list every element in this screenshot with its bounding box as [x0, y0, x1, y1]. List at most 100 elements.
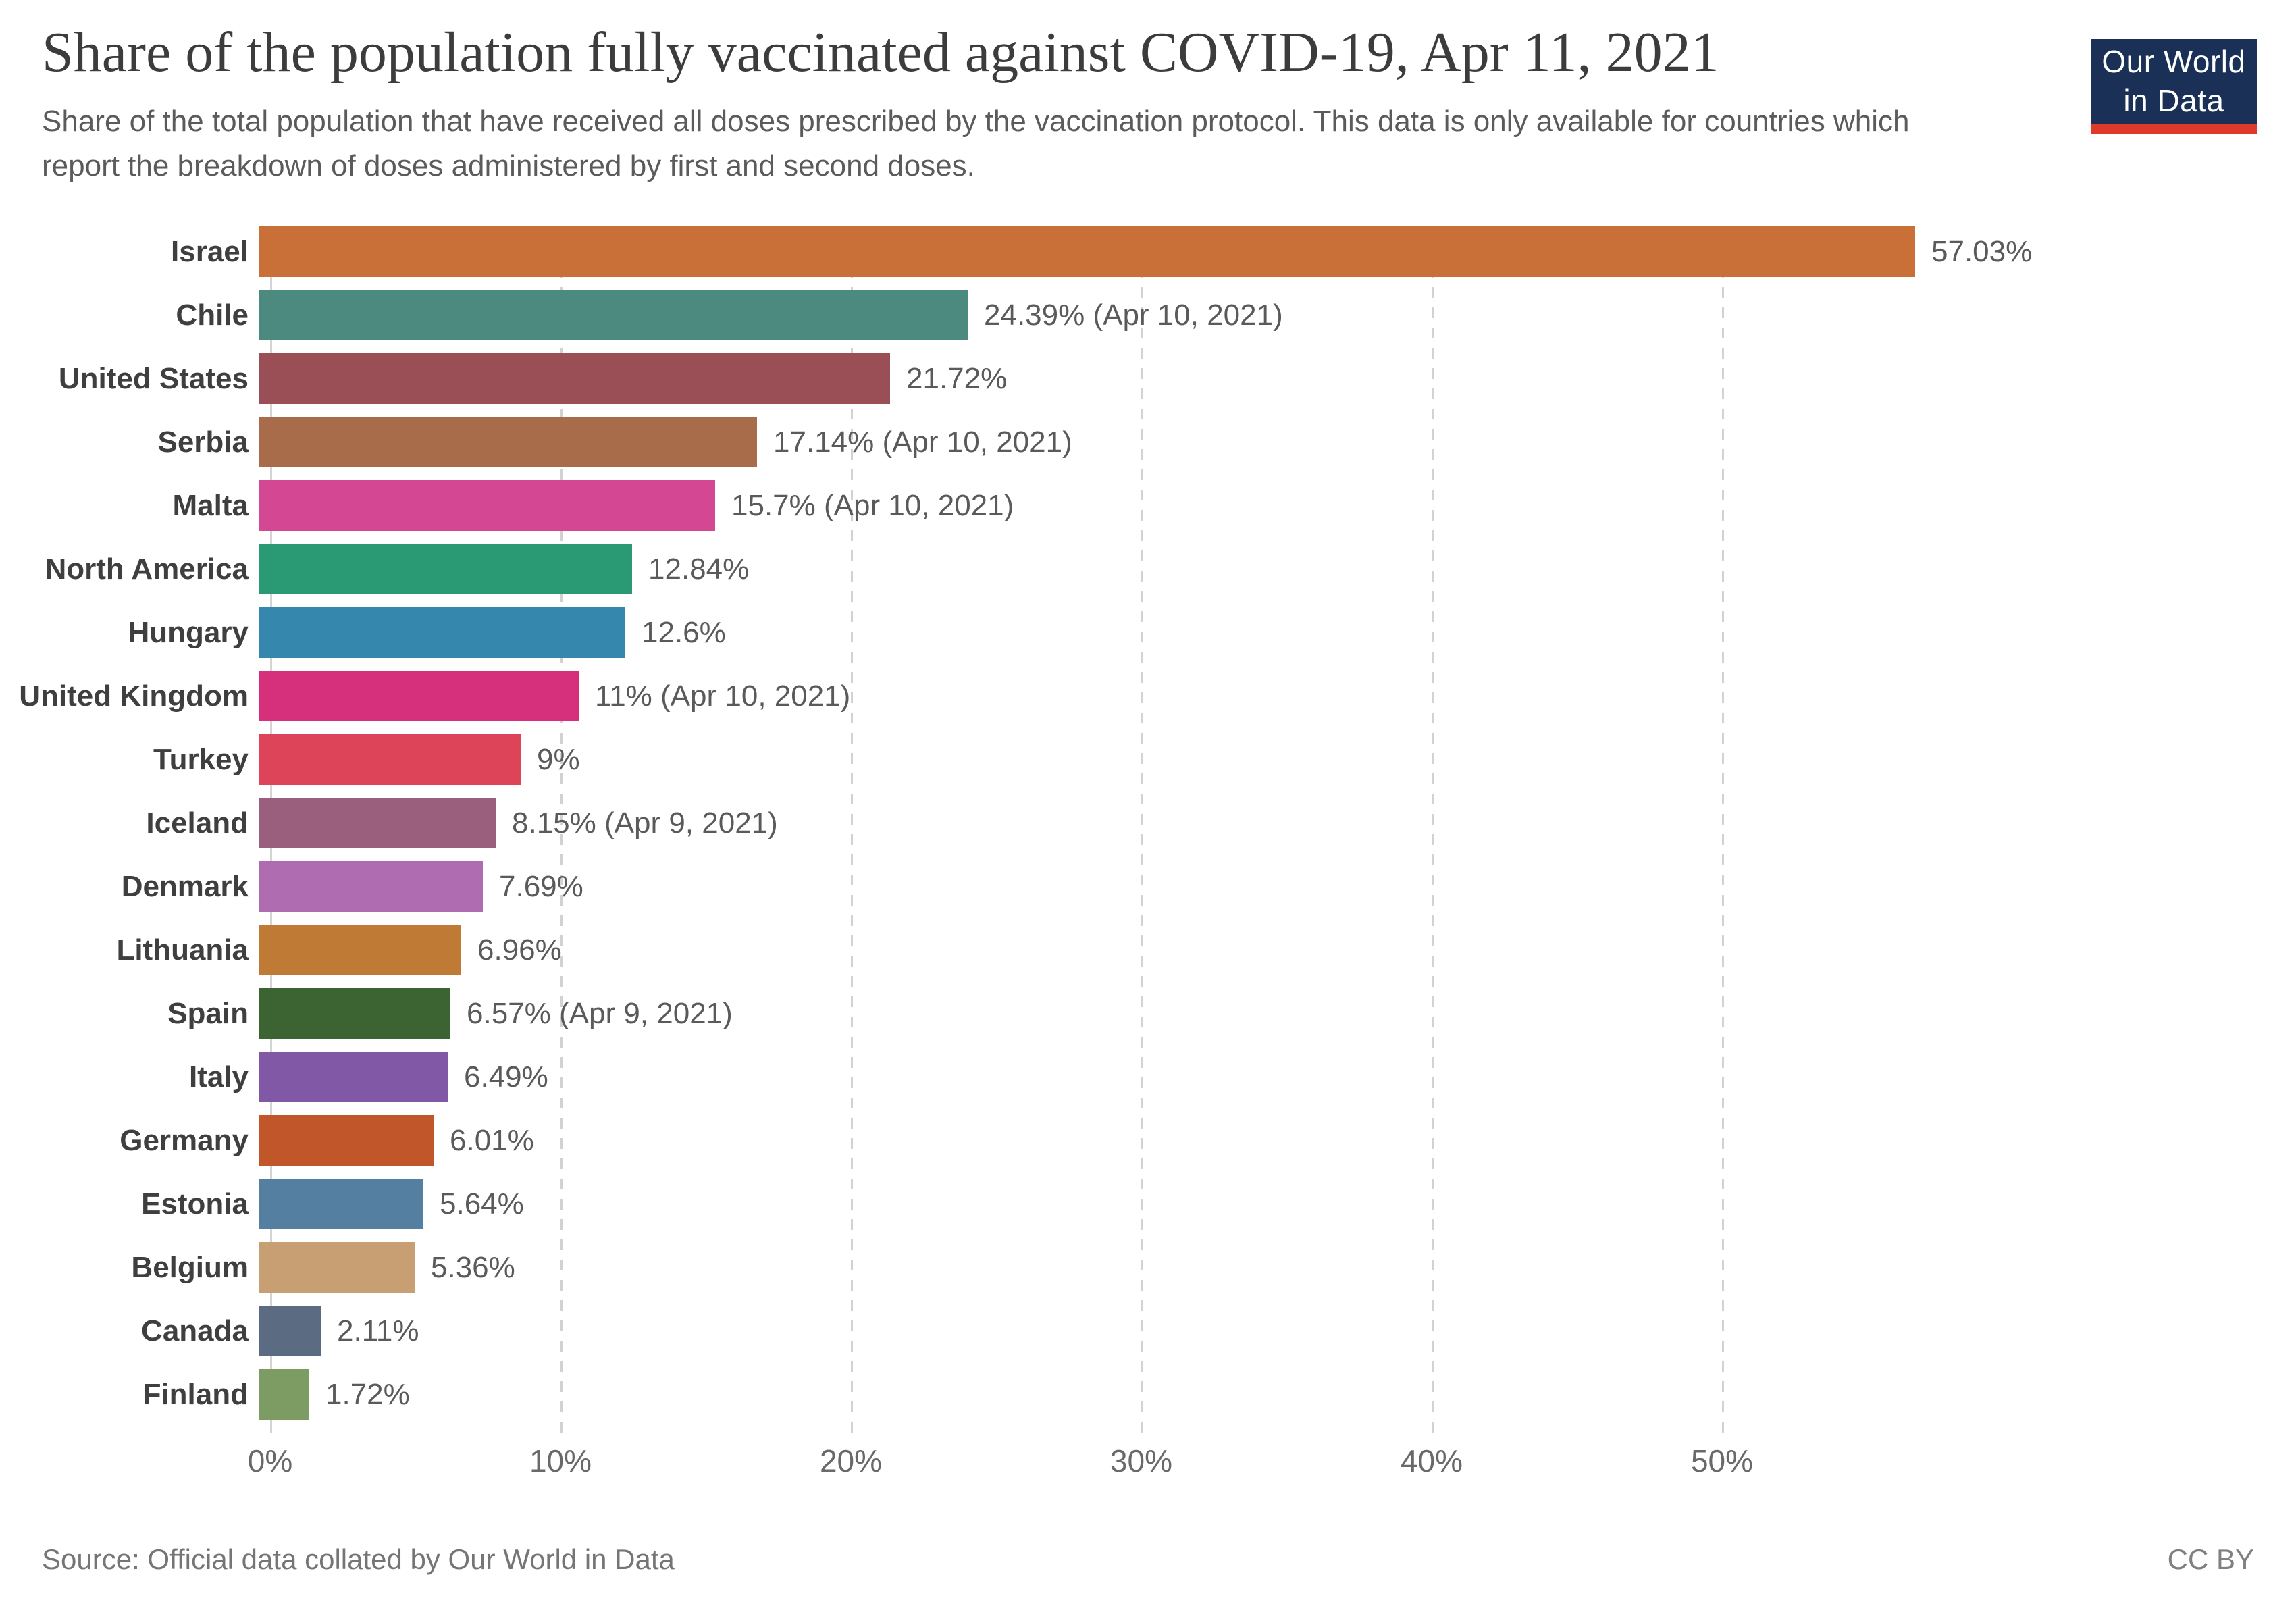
bar-row: Spain 6.57% (Apr 9, 2021)	[0, 988, 2269, 1052]
value-label: 5.64%	[440, 1187, 524, 1220]
bar-track: 5.36%	[259, 1242, 2269, 1293]
value-label: 17.14% (Apr 10, 2021)	[773, 426, 1072, 459]
bar-row: United Kingdom 11% (Apr 10, 2021)	[0, 671, 2269, 734]
value-label: 2.11%	[337, 1314, 419, 1347]
bar-track: 6.49%	[259, 1052, 2269, 1102]
country-label: Denmark	[121, 870, 249, 903]
gridline	[560, 226, 563, 1433]
bar-track: 6.57% (Apr 9, 2021)	[259, 988, 2269, 1039]
bar[interactable]	[259, 1115, 434, 1166]
country-label: North America	[45, 552, 249, 586]
bar[interactable]	[259, 734, 521, 785]
bar[interactable]	[259, 290, 968, 340]
bar-row: United States 21.72%	[0, 353, 2269, 417]
owid-logo-accent-bar	[2091, 124, 2257, 134]
x-tick-label: 20%	[819, 1443, 883, 1478]
bar-track: 9%	[259, 734, 2269, 785]
bar-track: 7.69%	[259, 861, 2269, 912]
bar[interactable]	[259, 353, 890, 404]
bar-track: 12.6%	[259, 607, 2269, 658]
bar-row: Canada 2.11%	[0, 1306, 2269, 1369]
bar-track: 15.7% (Apr 10, 2021)	[259, 480, 2269, 531]
value-label: 57.03%	[1931, 235, 2033, 268]
value-label: 6.96%	[477, 933, 562, 967]
value-label: 6.57% (Apr 9, 2021)	[467, 997, 733, 1030]
gridline	[1432, 226, 1434, 1433]
chart-footer: Source: Official data collated by Our Wo…	[42, 1543, 2254, 1576]
x-axis: 0% 10% 20% 30% 40% 50%	[0, 1445, 2296, 1493]
bar-track: 24.39% (Apr 10, 2021)	[259, 290, 2269, 340]
country-label: Spain	[167, 997, 249, 1030]
x-tick-label: 30%	[1110, 1443, 1173, 1478]
owid-logo-box: Our World in Data	[2091, 39, 2257, 124]
bar-row: Iceland 8.15% (Apr 9, 2021)	[0, 798, 2269, 861]
bar[interactable]	[259, 607, 625, 658]
value-label: 24.39% (Apr 10, 2021)	[984, 299, 1283, 332]
country-label: Iceland	[146, 806, 249, 840]
value-label: 8.15% (Apr 9, 2021)	[512, 806, 778, 840]
bar-row: Malta 15.7% (Apr 10, 2021)	[0, 480, 2269, 544]
bar-row: Serbia 17.14% (Apr 10, 2021)	[0, 417, 2269, 480]
country-label: Israel	[171, 235, 249, 268]
bar-row: Lithuania 6.96%	[0, 925, 2269, 988]
value-label: 6.01%	[450, 1124, 534, 1157]
source-note: Source: Official data collated by Our Wo…	[42, 1543, 675, 1575]
bar-track: 12.84%	[259, 544, 2269, 594]
value-label: 15.7% (Apr 10, 2021)	[731, 489, 1014, 522]
bar[interactable]	[259, 671, 579, 721]
x-tick-label: 40%	[1400, 1443, 1463, 1478]
value-label: 9%	[537, 743, 580, 776]
country-label: Germany	[120, 1124, 249, 1157]
chart-subtitle: Share of the total population that have …	[42, 104, 1910, 182]
country-label: Estonia	[141, 1187, 249, 1220]
bar[interactable]	[259, 1369, 309, 1420]
country-label: Italy	[188, 1060, 249, 1093]
bar[interactable]	[259, 925, 461, 975]
bar[interactable]	[259, 480, 715, 531]
bar-track: 1.72%	[259, 1369, 2269, 1420]
country-label: Hungary	[128, 616, 249, 649]
bar-row: Belgium 5.36%	[0, 1242, 2269, 1306]
bar[interactable]	[259, 544, 632, 594]
gridline	[851, 226, 853, 1433]
bar-track: 5.64%	[259, 1179, 2269, 1229]
bar[interactable]	[259, 988, 450, 1039]
bar[interactable]	[259, 1179, 423, 1229]
bar[interactable]	[259, 798, 496, 848]
bar[interactable]	[259, 1306, 321, 1356]
owid-logo-line1: Our World	[2102, 44, 2246, 79]
chart-header: Share of the population fully vaccinated…	[42, 20, 2034, 188]
country-label: Belgium	[131, 1251, 249, 1284]
x-tick-label: 50%	[1690, 1443, 1754, 1478]
gridline	[1141, 226, 1143, 1433]
x-tick-label: 0%	[247, 1443, 293, 1478]
value-label: 12.84%	[648, 552, 750, 586]
bar-track: 8.15% (Apr 9, 2021)	[259, 798, 2269, 848]
bar-track: 21.72%	[259, 353, 2269, 404]
country-label: Canada	[141, 1314, 249, 1347]
bar-row: Estonia 5.64%	[0, 1179, 2269, 1242]
bar-row: North America 12.84%	[0, 544, 2269, 607]
license-note: CC BY	[2167, 1543, 2254, 1575]
bar[interactable]	[259, 1242, 415, 1293]
country-label: Malta	[172, 489, 249, 522]
bar-track: 6.01%	[259, 1115, 2269, 1166]
country-label: Serbia	[157, 426, 249, 459]
bar[interactable]	[259, 226, 1915, 277]
value-label: 7.69%	[499, 870, 583, 903]
bar-track: 6.96%	[259, 925, 2269, 975]
bar-row: Chile 24.39% (Apr 10, 2021)	[0, 290, 2269, 353]
bar-track: 57.03%	[259, 226, 2269, 277]
bar[interactable]	[259, 417, 757, 467]
bar[interactable]	[259, 1052, 448, 1102]
bar[interactable]	[259, 861, 483, 912]
bar-track: 2.11%	[259, 1306, 2269, 1356]
country-label: United States	[58, 362, 249, 395]
value-label: 21.72%	[906, 362, 1008, 395]
country-label: Finland	[142, 1378, 249, 1411]
owid-logo[interactable]: Our World in Data	[2091, 39, 2257, 134]
bar-row: Israel 57.03%	[0, 226, 2269, 290]
chart-title: Share of the population fully vaccinated…	[42, 21, 1719, 84]
bar-row: Germany 6.01%	[0, 1115, 2269, 1179]
bar-row: Hungary 12.6%	[0, 607, 2269, 671]
